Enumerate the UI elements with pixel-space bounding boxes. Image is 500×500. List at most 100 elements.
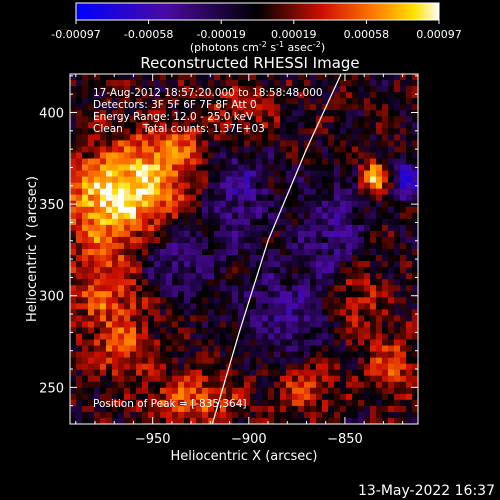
heatmap-cell: [130, 267, 137, 274]
heatmap-cell: [94, 176, 101, 183]
heatmap-cell: [268, 86, 275, 93]
heatmap-cell: [274, 128, 281, 135]
heatmap-cell: [208, 273, 215, 280]
heatmap-cell: [70, 321, 77, 328]
heatmap-cell: [172, 393, 179, 401]
heatmap-cell: [310, 92, 317, 99]
heatmap-cell: [328, 387, 335, 395]
heatmap-cell: [202, 339, 209, 346]
heatmap-cell: [400, 261, 407, 268]
heatmap-cell: [70, 104, 77, 111]
heatmap-cell: [100, 194, 107, 202]
heatmap-cell: [298, 351, 305, 358]
heatmap-cell: [196, 206, 203, 214]
heatmap-cell: [310, 375, 317, 383]
heatmap-cell: [412, 98, 418, 105]
heatmap-cell: [352, 176, 359, 183]
heatmap-cell: [262, 152, 269, 159]
heatmap-cell: [310, 363, 317, 370]
heatmap-cell: [298, 188, 305, 195]
heatmap-cell: [412, 279, 418, 286]
heatmap-cell: [136, 212, 143, 220]
heatmap-cell: [334, 164, 341, 171]
heatmap-cell: [304, 399, 311, 407]
heatmap-cell: [238, 291, 245, 298]
heatmap-cell: [262, 417, 269, 424]
heatmap-cell: [412, 122, 418, 129]
heatmap-cell: [178, 206, 185, 214]
heatmap-cell: [160, 339, 167, 346]
heatmap-cell: [160, 321, 167, 328]
heatmap-cell: [76, 98, 83, 105]
heatmap-cell: [226, 134, 233, 141]
heatmap-cell: [334, 74, 341, 81]
heatmap-cell: [400, 339, 407, 346]
heatmap-cell: [208, 357, 215, 364]
heatmap-cell: [268, 393, 275, 401]
heatmap-cell: [178, 98, 185, 105]
heatmap-cell: [400, 309, 407, 316]
heatmap-cell: [304, 230, 311, 238]
heatmap-cell: [280, 297, 287, 304]
heatmap-cell: [310, 140, 317, 147]
heatmap-cell: [412, 230, 418, 238]
heatmap-cell: [256, 375, 263, 383]
heatmap-cell: [220, 315, 227, 322]
heatmap-cell: [316, 357, 323, 364]
heatmap-cell: [88, 357, 95, 364]
heatmap-cell: [70, 267, 77, 274]
heatmap-cell: [340, 110, 347, 117]
heatmap-cell: [364, 255, 371, 262]
heatmap-cell: [184, 399, 191, 407]
heatmap-cell: [88, 86, 95, 93]
heatmap-cell: [406, 303, 413, 310]
heatmap-cell: [190, 116, 197, 123]
heatmap-cell: [400, 387, 407, 395]
heatmap-cell: [118, 110, 125, 117]
heatmap-cell: [406, 297, 413, 304]
heatmap-cell: [316, 279, 323, 286]
heatmap-cell: [292, 291, 299, 298]
heatmap-cell: [142, 303, 149, 310]
heatmap-cell: [346, 188, 353, 195]
heatmap-cell: [412, 140, 418, 147]
heatmap-cell: [94, 351, 101, 358]
heatmap-cell: [202, 249, 209, 256]
heatmap-cell: [118, 267, 125, 274]
heatmap-cell: [274, 267, 281, 274]
heatmap-cell: [322, 291, 329, 298]
heatmap-cell: [394, 387, 401, 395]
heatmap-cell: [382, 285, 389, 292]
heatmap-cell: [388, 164, 395, 171]
heatmap-cell: [394, 230, 401, 238]
heatmap-cell: [70, 194, 77, 202]
heatmap-cell: [358, 267, 365, 274]
heatmap-cell: [136, 134, 143, 141]
heatmap-cell: [292, 188, 299, 195]
heatmap-cell: [280, 242, 287, 250]
heatmap-cell: [322, 236, 329, 244]
heatmap-cell: [232, 86, 239, 93]
heatmap-cell: [178, 200, 185, 208]
heatmap-cell: [166, 267, 173, 274]
heatmap-cell: [190, 86, 197, 93]
heatmap-cell: [340, 315, 347, 322]
heatmap-cell: [280, 194, 287, 202]
heatmap-cell: [76, 285, 83, 292]
heatmap-cell: [226, 387, 233, 395]
heatmap-cell: [172, 369, 179, 377]
heatmap-cell: [196, 242, 203, 250]
heatmap-cell: [190, 255, 197, 262]
heatmap-cell: [202, 363, 209, 370]
heatmap-cell: [406, 158, 413, 165]
heatmap-cell: [94, 255, 101, 262]
heatmap-cell: [208, 345, 215, 352]
heatmap-cell: [370, 339, 377, 346]
heatmap-cell: [316, 104, 323, 111]
heatmap-cell: [130, 218, 137, 226]
heatmap-cell: [370, 242, 377, 250]
heatmap-cell: [346, 339, 353, 346]
heatmap-cell: [400, 363, 407, 370]
heatmap-cell: [268, 122, 275, 129]
heatmap-cell: [364, 86, 371, 93]
